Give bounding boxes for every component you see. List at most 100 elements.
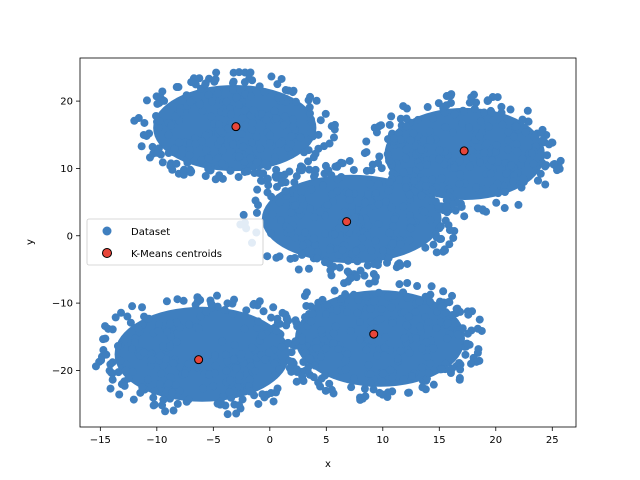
data-point	[379, 369, 388, 378]
data-point	[509, 177, 518, 186]
x-tick-label: −15	[90, 435, 111, 446]
data-point	[365, 180, 374, 189]
data-point	[378, 246, 387, 255]
data-point	[155, 380, 164, 389]
data-point	[159, 342, 168, 351]
data-point	[483, 97, 492, 106]
data-point	[399, 102, 408, 111]
data-point	[226, 110, 235, 119]
data-point	[181, 369, 190, 378]
data-point	[175, 386, 184, 395]
data-point	[314, 378, 323, 387]
data-point	[212, 291, 221, 300]
data-point	[267, 72, 276, 81]
data-point	[384, 292, 393, 301]
x-tick-label: 15	[433, 435, 446, 446]
data-point	[304, 264, 313, 273]
data-point	[128, 367, 137, 376]
x-tick-label: 0	[267, 435, 273, 446]
data-point	[187, 78, 196, 87]
data-point	[472, 183, 481, 192]
data-point	[442, 202, 451, 211]
data-point	[213, 89, 222, 98]
data-point	[349, 165, 358, 174]
data-point	[265, 138, 274, 147]
legend-label-centroids: K-Means centroids	[131, 249, 222, 260]
data-point	[166, 394, 175, 403]
data-point	[432, 324, 441, 333]
data-point	[285, 357, 294, 366]
data-point	[195, 74, 204, 83]
data-point	[474, 345, 483, 354]
y-tick-label: 10	[60, 164, 73, 175]
data-point	[168, 388, 177, 397]
data-point	[106, 360, 115, 369]
data-point	[142, 96, 151, 105]
data-point	[427, 185, 436, 194]
data-point	[345, 156, 354, 165]
data-point	[326, 266, 335, 275]
data-point	[223, 124, 232, 133]
data-point	[182, 91, 191, 100]
data-point	[348, 220, 357, 229]
data-point	[541, 180, 550, 189]
data-point	[321, 344, 330, 353]
data-point	[405, 190, 414, 199]
data-point	[246, 154, 255, 163]
data-point	[297, 187, 306, 196]
data-point	[440, 246, 449, 255]
data-point	[115, 390, 124, 399]
data-point	[378, 390, 387, 399]
data-point	[455, 170, 464, 179]
data-point	[150, 400, 159, 409]
data-point	[465, 123, 474, 132]
data-point	[272, 182, 281, 191]
data-point	[263, 252, 272, 261]
data-point	[223, 410, 232, 419]
y-tick-label: −10	[52, 299, 73, 310]
data-point	[147, 355, 156, 364]
data-point	[230, 295, 239, 304]
data-point	[343, 350, 352, 359]
x-tick-label: 20	[489, 435, 502, 446]
data-point	[488, 116, 497, 125]
centroid-point	[459, 146, 469, 156]
data-point	[390, 215, 399, 224]
data-point	[281, 86, 290, 95]
data-point	[174, 83, 183, 92]
data-point	[492, 198, 501, 207]
data-point	[498, 120, 507, 129]
data-point	[389, 222, 398, 231]
data-point	[475, 315, 484, 324]
dataset-points	[91, 68, 565, 419]
data-point	[117, 308, 126, 317]
data-point	[280, 170, 289, 179]
data-point	[196, 312, 205, 321]
data-point	[280, 112, 289, 121]
data-point	[359, 207, 368, 216]
data-point	[166, 342, 175, 351]
data-point	[403, 293, 412, 302]
data-point	[360, 384, 369, 393]
data-point	[426, 135, 435, 144]
data-point	[301, 228, 310, 237]
data-point	[180, 165, 189, 174]
data-point	[273, 80, 282, 89]
data-point	[291, 97, 300, 106]
data-point	[107, 368, 116, 377]
data-point	[543, 151, 552, 160]
data-point	[487, 156, 496, 165]
data-point	[419, 136, 428, 145]
data-point	[150, 387, 159, 396]
data-point	[323, 200, 332, 209]
data-point	[311, 361, 320, 370]
data-point	[247, 138, 256, 147]
data-point	[186, 165, 195, 174]
data-point	[172, 337, 181, 346]
data-point	[414, 115, 423, 124]
data-point	[311, 149, 320, 158]
data-point	[331, 322, 340, 331]
data-point	[186, 139, 195, 148]
data-point	[312, 337, 321, 346]
data-point	[124, 374, 133, 383]
